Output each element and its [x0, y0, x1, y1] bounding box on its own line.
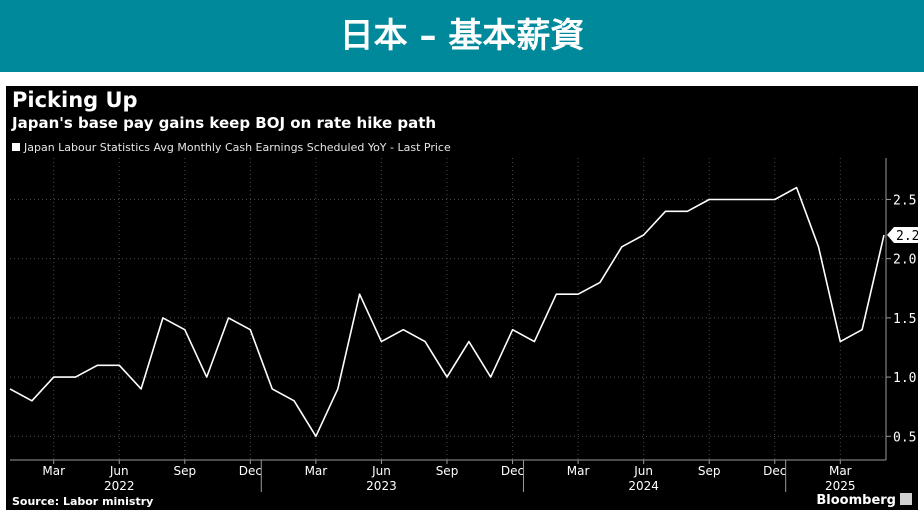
chart-panel: Picking Up Japan's base pay gains keep B… [6, 86, 918, 510]
x-tick-label: Mar [567, 464, 590, 478]
x-tick-label: Mar [829, 464, 852, 478]
line-chart: 0.5 1.0 1.5 2.0 2.5 Mar Jun Sep Dec Mar Jun Sep Dec M… [9, 158, 918, 493]
legend-label: Japan Labour Statistics Avg Monthly Cash… [24, 141, 451, 154]
last-value-label: 2.2 [896, 229, 918, 244]
y-tick-label: 0.5 [893, 430, 916, 445]
last-value-marker [887, 226, 918, 243]
series-line [9, 186, 885, 438]
bloomberg-chart-icon [900, 493, 912, 505]
year-label: 2025 [825, 479, 856, 493]
x-tick-label: Sep [436, 464, 459, 478]
year-label: 2023 [366, 479, 397, 493]
legend-swatch [12, 143, 20, 151]
y-tick-label: 1.5 [893, 312, 916, 327]
source-note: Source: Labor ministry [12, 495, 154, 508]
year-label: 2022 [104, 479, 135, 493]
x-tick-label: Mar [42, 464, 65, 478]
bloomberg-logo: Bloomberg [816, 493, 912, 508]
x-tick-label: Dec [501, 464, 524, 478]
y-tick-label: 1.0 [893, 371, 916, 386]
x-tick-label: Sep [698, 464, 721, 478]
chart-title: Picking Up [12, 88, 138, 112]
x-tick-label: Dec [763, 464, 786, 478]
x-tick-label: Sep [173, 464, 196, 478]
y-tick-label: 2.5 [893, 193, 916, 208]
y-tick-label: 2.0 [893, 253, 916, 268]
x-tick-label: Mar [305, 464, 328, 478]
legend: Japan Labour Statistics Avg Monthly Cash… [12, 141, 451, 154]
chart-subtitle: Japan's base pay gains keep BOJ on rate … [12, 114, 437, 132]
brand-label: Bloomberg [816, 493, 896, 508]
x-tick-label: Dec [239, 464, 262, 478]
year-label: 2024 [628, 479, 659, 493]
x-tick-label: Jun [109, 464, 129, 478]
x-tick-label: Jun [371, 464, 391, 478]
x-tick-label: Jun [633, 464, 653, 478]
banner-title: 日本 – 基本薪資 [0, 0, 924, 72]
